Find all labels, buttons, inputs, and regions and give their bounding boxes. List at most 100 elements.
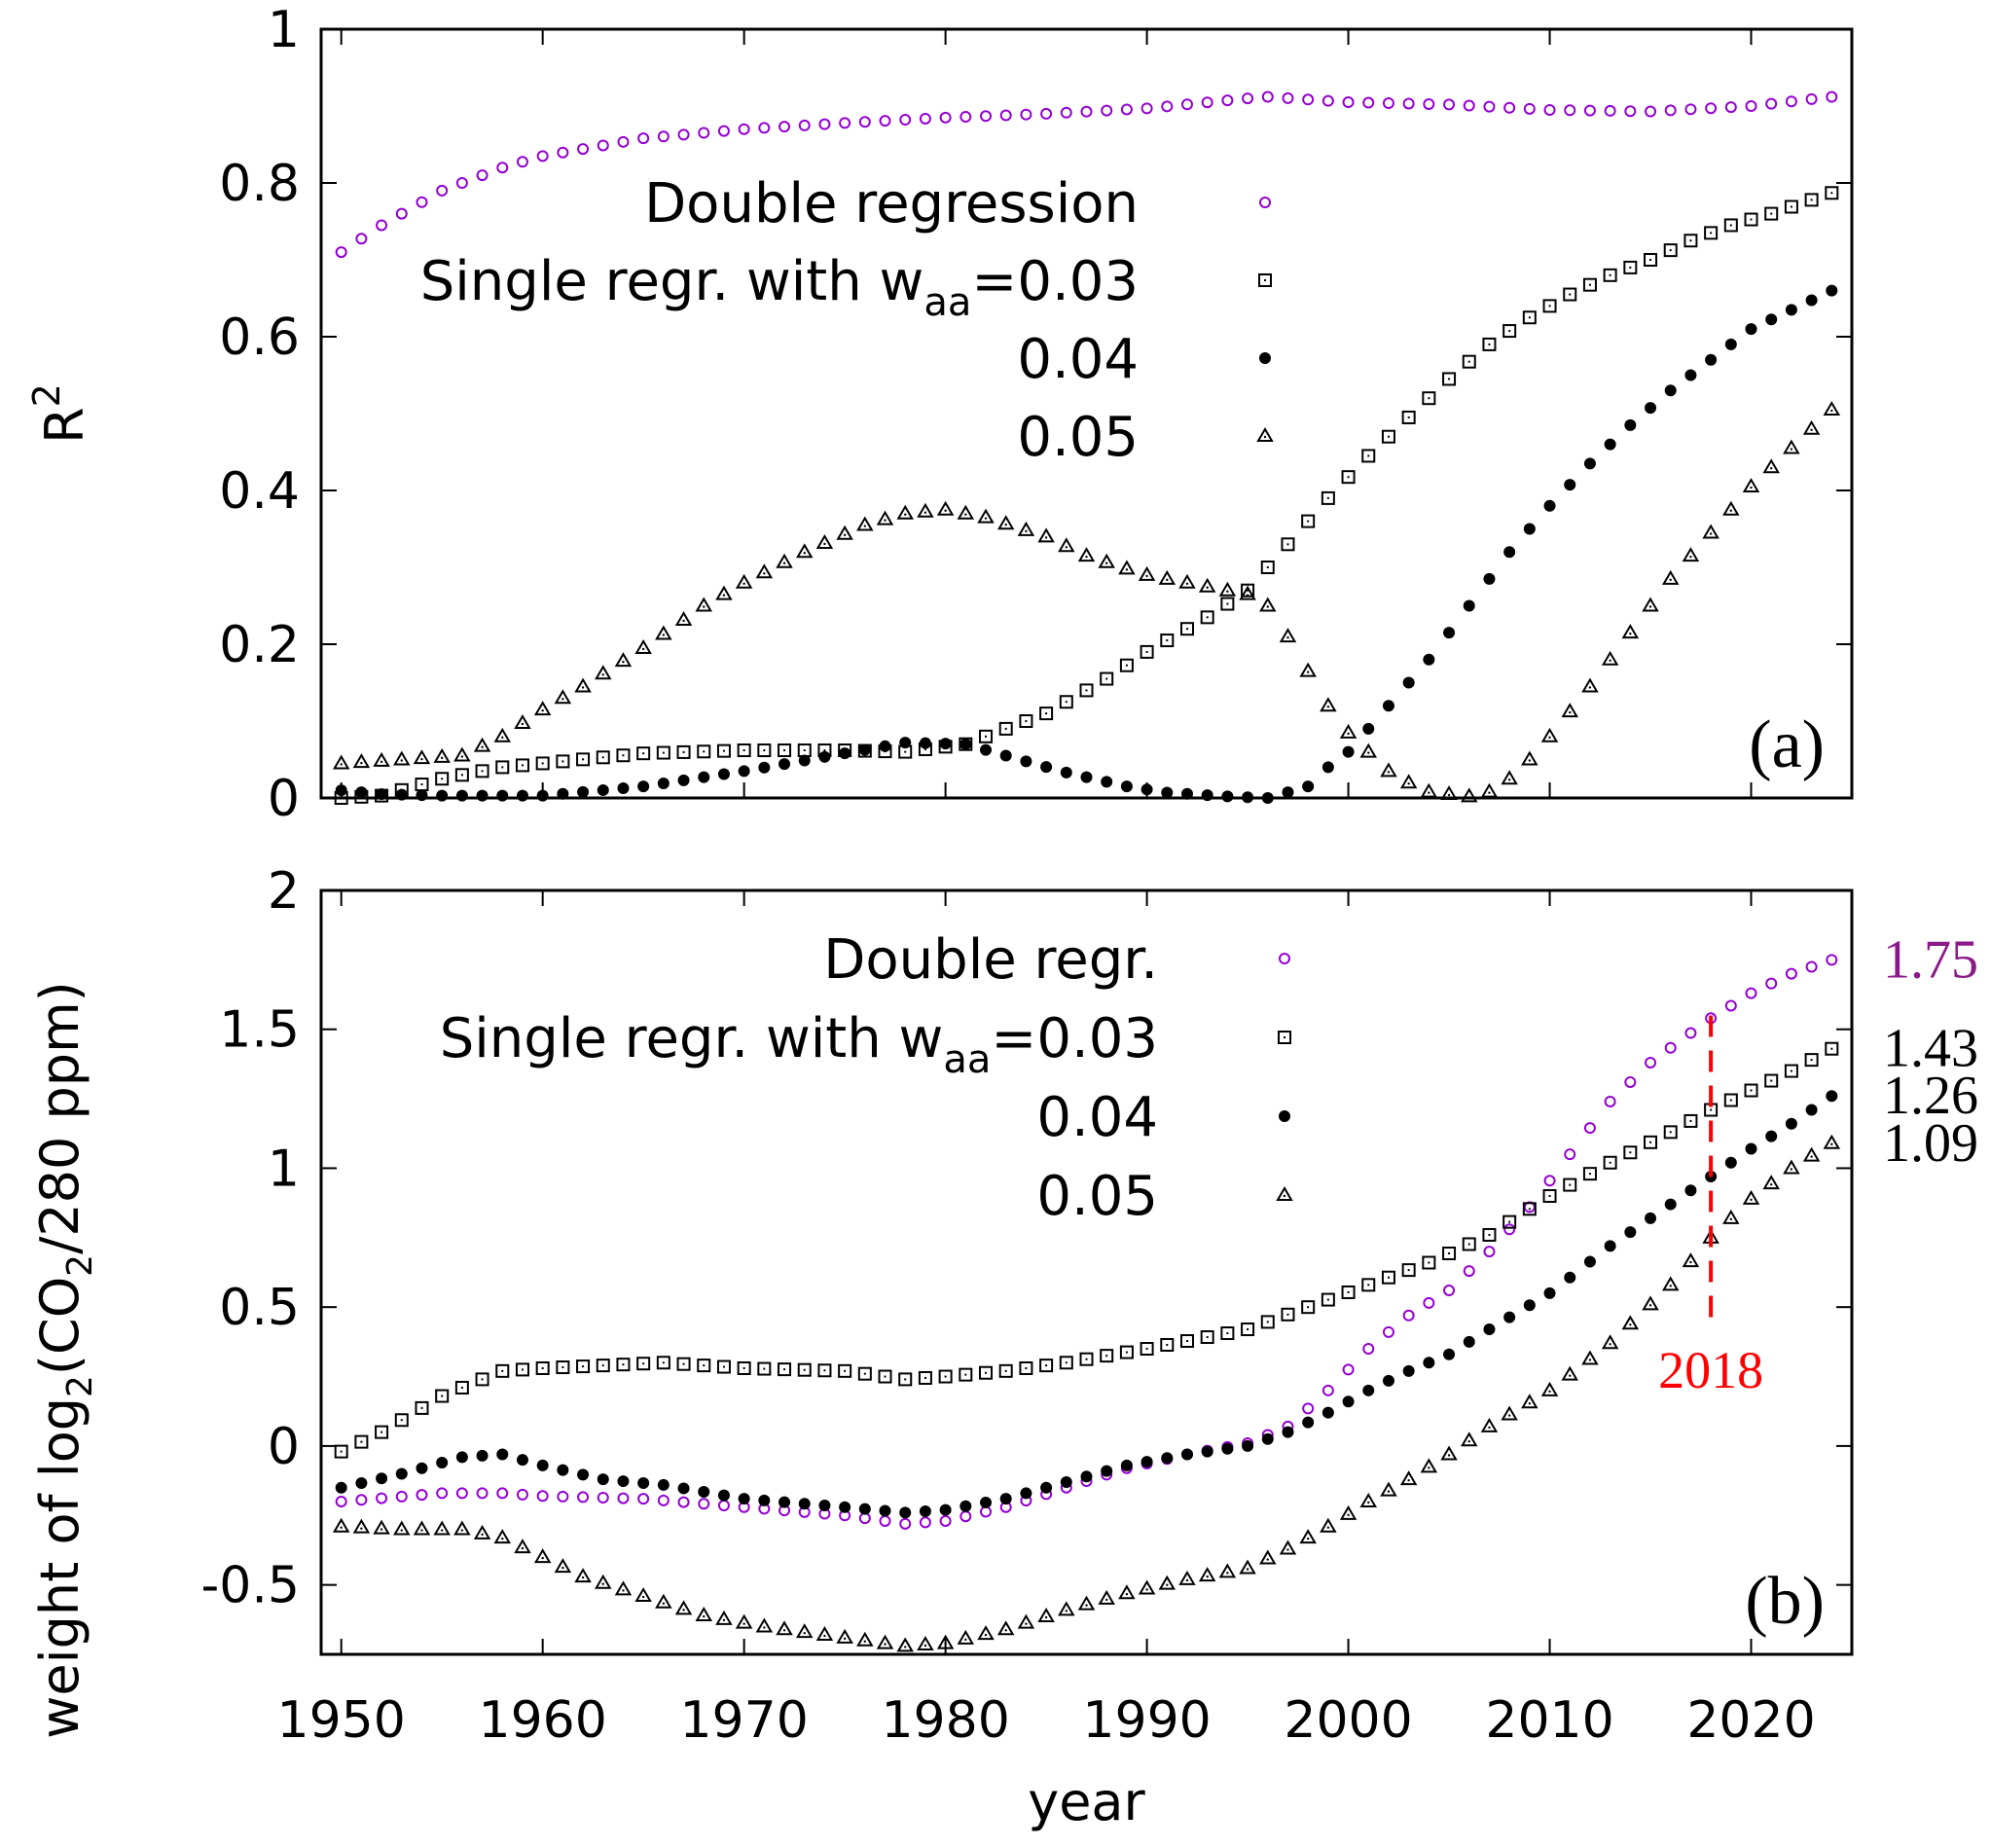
data-point-shape bbox=[1480, 1417, 1499, 1432]
data-point-shape bbox=[597, 783, 609, 796]
data-point-shape bbox=[1362, 1384, 1375, 1396]
data-point-center bbox=[1488, 791, 1491, 794]
data-point bbox=[1765, 313, 1778, 326]
data-point bbox=[998, 1363, 1013, 1378]
data-point-center bbox=[1488, 1233, 1491, 1236]
data-point-shape bbox=[1341, 470, 1356, 485]
data-point-shape bbox=[917, 502, 934, 518]
data-point-center bbox=[380, 1528, 383, 1531]
data-point-shape bbox=[655, 1593, 672, 1609]
legend-text: Double regr. bbox=[823, 928, 1158, 992]
data-point bbox=[413, 1520, 431, 1536]
data-point bbox=[395, 207, 408, 220]
data-point-center bbox=[984, 517, 988, 520]
data-point bbox=[1160, 1338, 1175, 1353]
data-point-shape bbox=[577, 1468, 590, 1481]
data-point-shape bbox=[1180, 1448, 1193, 1461]
data-point-shape bbox=[876, 1634, 894, 1649]
data-point bbox=[577, 785, 590, 798]
data-point-shape bbox=[1764, 1073, 1779, 1088]
data-point bbox=[1119, 1345, 1134, 1359]
data-point-shape bbox=[1382, 1325, 1394, 1338]
data-point bbox=[676, 744, 691, 759]
data-point bbox=[697, 744, 711, 759]
data-point bbox=[738, 1493, 750, 1505]
data-point-center bbox=[1286, 635, 1289, 639]
data-point-shape bbox=[614, 1580, 633, 1596]
data-point-shape bbox=[373, 751, 390, 767]
data-point-shape bbox=[1059, 695, 1073, 709]
data-point bbox=[393, 750, 411, 766]
data-point bbox=[1762, 458, 1780, 474]
data-point-shape bbox=[1402, 1309, 1415, 1322]
data-point bbox=[496, 1448, 509, 1461]
legend-marker bbox=[1259, 352, 1271, 364]
data-point bbox=[957, 504, 975, 520]
data-point-center bbox=[1387, 1276, 1390, 1279]
data-point bbox=[1784, 199, 1798, 214]
data-point-shape bbox=[495, 1363, 510, 1378]
data-point bbox=[1282, 1426, 1294, 1438]
data-point bbox=[1523, 523, 1536, 535]
data-point-shape bbox=[335, 1481, 347, 1494]
data-point-shape bbox=[1341, 1285, 1356, 1299]
data-point bbox=[354, 1434, 369, 1449]
data-point-center bbox=[763, 1626, 766, 1629]
data-point-center bbox=[601, 673, 604, 676]
data-point-shape bbox=[1785, 304, 1797, 316]
data-point bbox=[1218, 1563, 1237, 1578]
data-point bbox=[455, 177, 468, 189]
data-point bbox=[695, 597, 712, 612]
data-point-center bbox=[521, 1368, 524, 1371]
data-point-shape bbox=[957, 504, 975, 520]
data-point bbox=[1583, 104, 1596, 117]
data-point bbox=[980, 110, 993, 123]
data-point-shape bbox=[1784, 1064, 1798, 1078]
data-point-center bbox=[1105, 677, 1108, 680]
data-point-shape bbox=[938, 1369, 953, 1384]
data-point-center bbox=[481, 745, 484, 748]
data-point bbox=[395, 1468, 408, 1480]
data-point-center bbox=[1185, 1340, 1188, 1343]
data-point-shape bbox=[1399, 1470, 1418, 1486]
data-point bbox=[1058, 537, 1075, 553]
data-point-center bbox=[1306, 1537, 1310, 1540]
data-point bbox=[476, 1487, 489, 1500]
data-point bbox=[1320, 1517, 1337, 1533]
data-point bbox=[1745, 100, 1757, 112]
data-point-shape bbox=[1826, 1090, 1838, 1103]
data-point-center bbox=[1145, 650, 1148, 653]
data-point bbox=[1161, 1452, 1174, 1465]
data-point-shape bbox=[1664, 104, 1677, 117]
data-point bbox=[1198, 577, 1216, 593]
y-axis-title-part: /280 ppm) bbox=[29, 981, 90, 1254]
data-point-shape bbox=[1604, 1095, 1616, 1107]
data-point-shape bbox=[395, 1468, 408, 1480]
data-point bbox=[695, 1607, 712, 1622]
data-point bbox=[1118, 1584, 1136, 1600]
y-tick-label: 0 bbox=[268, 770, 300, 828]
data-point-shape bbox=[455, 1487, 468, 1500]
data-point-shape bbox=[1321, 1292, 1335, 1307]
data-point bbox=[1342, 745, 1355, 758]
data-point-center bbox=[1185, 582, 1189, 585]
data-point-shape bbox=[1563, 1178, 1577, 1192]
data-point bbox=[996, 515, 1015, 530]
data-point bbox=[1483, 1323, 1496, 1336]
data-point bbox=[1221, 1442, 1234, 1455]
data-point bbox=[1642, 597, 1659, 612]
data-point-center bbox=[1367, 1501, 1370, 1504]
data-point-center bbox=[380, 1431, 383, 1433]
data-point bbox=[1299, 1529, 1317, 1544]
data-point-shape bbox=[335, 784, 347, 797]
data-point-shape bbox=[1359, 1493, 1378, 1507]
data-point bbox=[1825, 1041, 1839, 1056]
x-tick-label: 1970 bbox=[679, 1691, 808, 1750]
legend-marker bbox=[1276, 1186, 1293, 1201]
data-point-center bbox=[1810, 1059, 1813, 1062]
data-point-shape bbox=[1401, 1263, 1416, 1278]
data-point bbox=[1101, 1465, 1113, 1477]
data-point-shape bbox=[1762, 458, 1780, 474]
end-value-label: 1.09 bbox=[1883, 1113, 1978, 1174]
data-point-shape bbox=[515, 1362, 529, 1377]
